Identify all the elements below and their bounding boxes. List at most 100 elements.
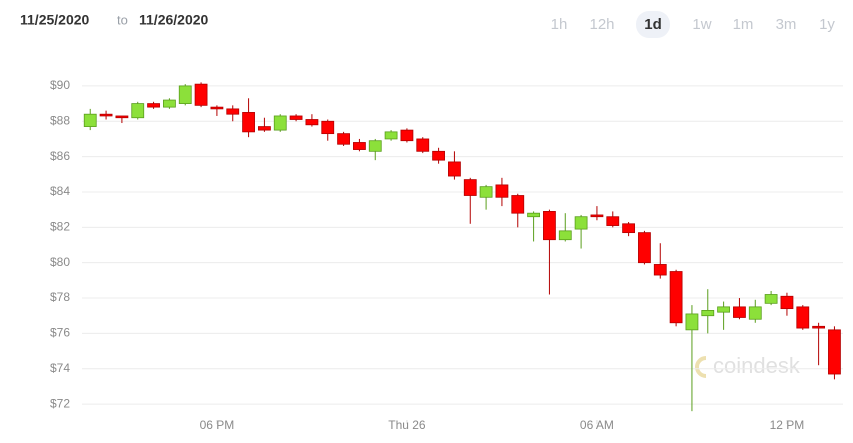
candle: [289, 114, 303, 122]
candle: [353, 138, 366, 152]
candle-body: [99, 113, 113, 117]
x-tick-label: 12 PM: [770, 418, 805, 432]
candle-body: [432, 150, 445, 161]
candle-body: [606, 216, 620, 226]
range-button[interactable]: 1y: [819, 16, 835, 33]
candle: [115, 115, 129, 124]
candle-body: [321, 120, 335, 135]
y-tick-label: $76: [50, 326, 70, 340]
candle: [511, 193, 525, 228]
candle-body: [289, 115, 303, 120]
candle: [194, 82, 208, 108]
candle-body: [748, 306, 762, 320]
range-button-label: 1h: [551, 16, 568, 33]
candle: [653, 243, 667, 279]
date-to: 11/26/2020: [139, 12, 209, 28]
date-separator: to: [117, 12, 128, 27]
candle: [495, 177, 509, 207]
candle-body: [558, 230, 572, 241]
range-button-label: 1m: [733, 16, 754, 33]
candle-body: [226, 108, 240, 115]
candle: [99, 110, 113, 120]
candle-body: [353, 142, 366, 150]
y-tick-label: $84: [50, 184, 70, 198]
watermark: coindesk: [695, 353, 801, 378]
candle: [828, 326, 841, 380]
candle: [432, 147, 445, 164]
candle-body: [590, 214, 604, 218]
candle-body: [622, 223, 636, 234]
candle: [416, 137, 430, 154]
candle: [400, 128, 414, 143]
range-button[interactable]: 3m: [776, 16, 797, 33]
candle: [764, 290, 778, 306]
candle-body: [685, 313, 699, 331]
candle: [701, 289, 715, 334]
candle-body: [733, 306, 746, 318]
y-tick-label: $86: [50, 149, 70, 163]
range-button-label: 3m: [776, 16, 797, 33]
candle: [812, 322, 826, 366]
range-button[interactable]: 12h: [589, 16, 614, 33]
candle-body: [574, 216, 588, 230]
y-tick-label: $72: [50, 396, 70, 410]
candle: [796, 305, 810, 330]
range-button[interactable]: 1w: [692, 16, 711, 33]
candle: [733, 298, 746, 320]
candle-body: [83, 113, 97, 127]
candle-body: [305, 119, 319, 126]
x-tick-label: 06 AM: [580, 418, 614, 432]
candle-body: [638, 232, 651, 264]
candle: [258, 117, 271, 132]
range-button-label: 12h: [589, 16, 614, 33]
candle: [543, 209, 556, 295]
candle: [748, 299, 762, 323]
candle: [558, 213, 572, 242]
candle: [147, 101, 160, 109]
candle-body: [416, 138, 430, 152]
candle: [574, 214, 588, 249]
candle: [717, 301, 731, 330]
candle-body: [543, 211, 556, 241]
candle: [780, 292, 794, 316]
y-tick-label: $88: [50, 113, 70, 127]
y-tick-label: $82: [50, 219, 70, 233]
candle: [448, 151, 461, 180]
candle: [337, 131, 350, 147]
candle-body: [701, 310, 715, 317]
candle: [669, 269, 683, 327]
candle: [305, 114, 319, 127]
candle-body: [495, 184, 509, 198]
candle-body: [210, 106, 224, 110]
range-button[interactable]: 1d: [636, 11, 670, 38]
candle-body: [511, 195, 525, 214]
candle: [226, 105, 240, 122]
candle: [590, 206, 604, 221]
candle-body: [796, 306, 810, 329]
candle: [368, 138, 382, 161]
candle: [463, 177, 477, 224]
candle: [178, 84, 192, 106]
candle-body: [400, 129, 414, 142]
candle-body: [812, 325, 826, 329]
candle-body: [764, 294, 778, 304]
candle-body: [242, 112, 255, 133]
candle: [83, 108, 97, 131]
y-tick-label: $80: [50, 255, 70, 269]
candle-body: [178, 85, 192, 104]
range-button[interactable]: 1m: [733, 16, 754, 33]
candle-body: [653, 264, 667, 276]
candle-body: [163, 99, 176, 108]
candle: [384, 130, 398, 141]
candle-body: [147, 103, 160, 108]
range-button-label: 1w: [692, 16, 711, 33]
x-tick-label: Thu 26: [388, 418, 426, 432]
y-tick-label: $90: [50, 78, 70, 92]
candle: [163, 98, 176, 109]
candle-body: [273, 115, 287, 131]
watermark-text: coindesk: [713, 353, 801, 378]
range-button-label: 1d: [644, 16, 662, 33]
range-button[interactable]: 1h: [551, 16, 568, 33]
candle: [321, 119, 335, 141]
